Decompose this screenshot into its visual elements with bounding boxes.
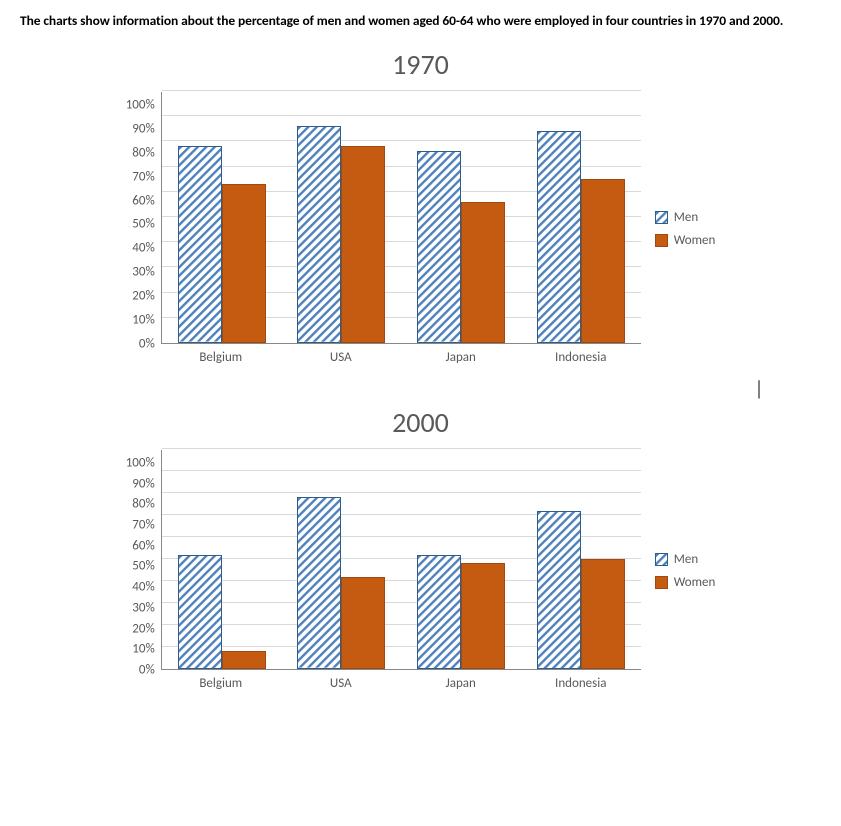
legend: Men Women [655, 552, 716, 590]
legend-label: Women [674, 233, 716, 248]
text-cursor: | [757, 377, 761, 400]
x-label: Japan [401, 350, 521, 365]
x-axis: BelgiumUSAJapanIndonesia [161, 350, 641, 365]
bar-women [461, 563, 505, 669]
legend-item-men: Men [655, 210, 716, 225]
plot-area [161, 92, 641, 344]
gridline [162, 90, 641, 91]
charts-container: 1970 100% 90% 80% 70% 60% 50% 40% 30% 20% 10% 0% Bel… [20, 47, 821, 691]
y-tick: 20% [132, 290, 154, 303]
bar-women [581, 179, 625, 343]
y-axis: 100%90%80%70%60%50%40%30%20%10%0% [126, 450, 161, 670]
legend: Men Women [655, 210, 716, 248]
bar-group [162, 450, 282, 669]
y-tick: 40% [132, 581, 154, 594]
x-label: Indonesia [521, 676, 641, 691]
y-tick: 10% [132, 314, 154, 327]
legend-item-women: Women [655, 233, 716, 248]
y-tick: 0% [139, 663, 155, 676]
y-tick: 60% [132, 194, 154, 207]
bar-men [537, 131, 581, 343]
legend-item-men: Men [655, 552, 716, 567]
bar-men [178, 555, 222, 669]
bar-women [461, 202, 505, 343]
y-tick: 20% [132, 622, 154, 635]
chart-2000: 2000 100% 90% 80% 70% 60% 50% 40% 30% 20% 10% 0% Bel… [20, 405, 821, 691]
y-tick: 30% [132, 266, 154, 279]
legend-item-women: Women [655, 575, 716, 590]
bar-group [401, 450, 521, 669]
bar-women [222, 651, 266, 669]
x-label: Indonesia [521, 350, 641, 365]
x-label: Belgium [161, 676, 281, 691]
bar-group [401, 92, 521, 343]
bar-group [521, 92, 641, 343]
bar-women [341, 146, 385, 343]
chart-title: 2000 [20, 405, 821, 440]
y-tick: 50% [132, 560, 154, 573]
y-tick: 70% [132, 519, 154, 532]
y-tick: 70% [132, 170, 154, 183]
bar-women [581, 559, 625, 669]
legend-label: Men [674, 552, 698, 567]
bar-group [282, 92, 402, 343]
y-tick: 30% [132, 601, 154, 614]
x-label: Japan [401, 676, 521, 691]
x-label: USA [281, 350, 401, 365]
swatch-women [655, 576, 668, 589]
y-tick: 10% [132, 643, 154, 656]
bar-men [178, 146, 222, 343]
y-tick: 60% [132, 539, 154, 552]
chart-1970: 1970 100% 90% 80% 70% 60% 50% 40% 30% 20% 10% 0% Bel… [20, 47, 821, 365]
bar-women [222, 184, 266, 343]
bar-group [162, 92, 282, 343]
y-tick: 80% [132, 146, 154, 159]
y-tick: 100% [126, 99, 155, 112]
bar-men [297, 126, 341, 343]
y-tick: 90% [132, 122, 154, 135]
y-tick: 50% [132, 218, 154, 231]
intro-text: The charts show information about the pe… [20, 12, 821, 29]
bar-men [417, 555, 461, 669]
y-tick: 100% [126, 457, 155, 470]
gridline [162, 448, 641, 449]
bar-men [417, 151, 461, 343]
bar-group [282, 450, 402, 669]
chart-title: 1970 [20, 47, 821, 82]
bar-men [537, 511, 581, 669]
y-tick: 40% [132, 242, 154, 255]
x-label: Belgium [161, 350, 281, 365]
y-tick: 90% [132, 477, 154, 490]
y-tick: 0% [139, 337, 155, 350]
y-axis: 100%90%80%70%60%50%40%30%20%10%0% [126, 92, 161, 344]
bar-men [297, 497, 341, 669]
bar-group [521, 450, 641, 669]
x-axis: BelgiumUSAJapanIndonesia [161, 676, 641, 691]
x-label: USA [281, 676, 401, 691]
swatch-men [655, 211, 668, 224]
plot-area [161, 450, 641, 670]
swatch-men [655, 553, 668, 566]
swatch-women [655, 234, 668, 247]
legend-label: Men [674, 210, 698, 225]
y-tick: 80% [132, 498, 154, 511]
legend-label: Women [674, 575, 716, 590]
bar-women [341, 577, 385, 669]
